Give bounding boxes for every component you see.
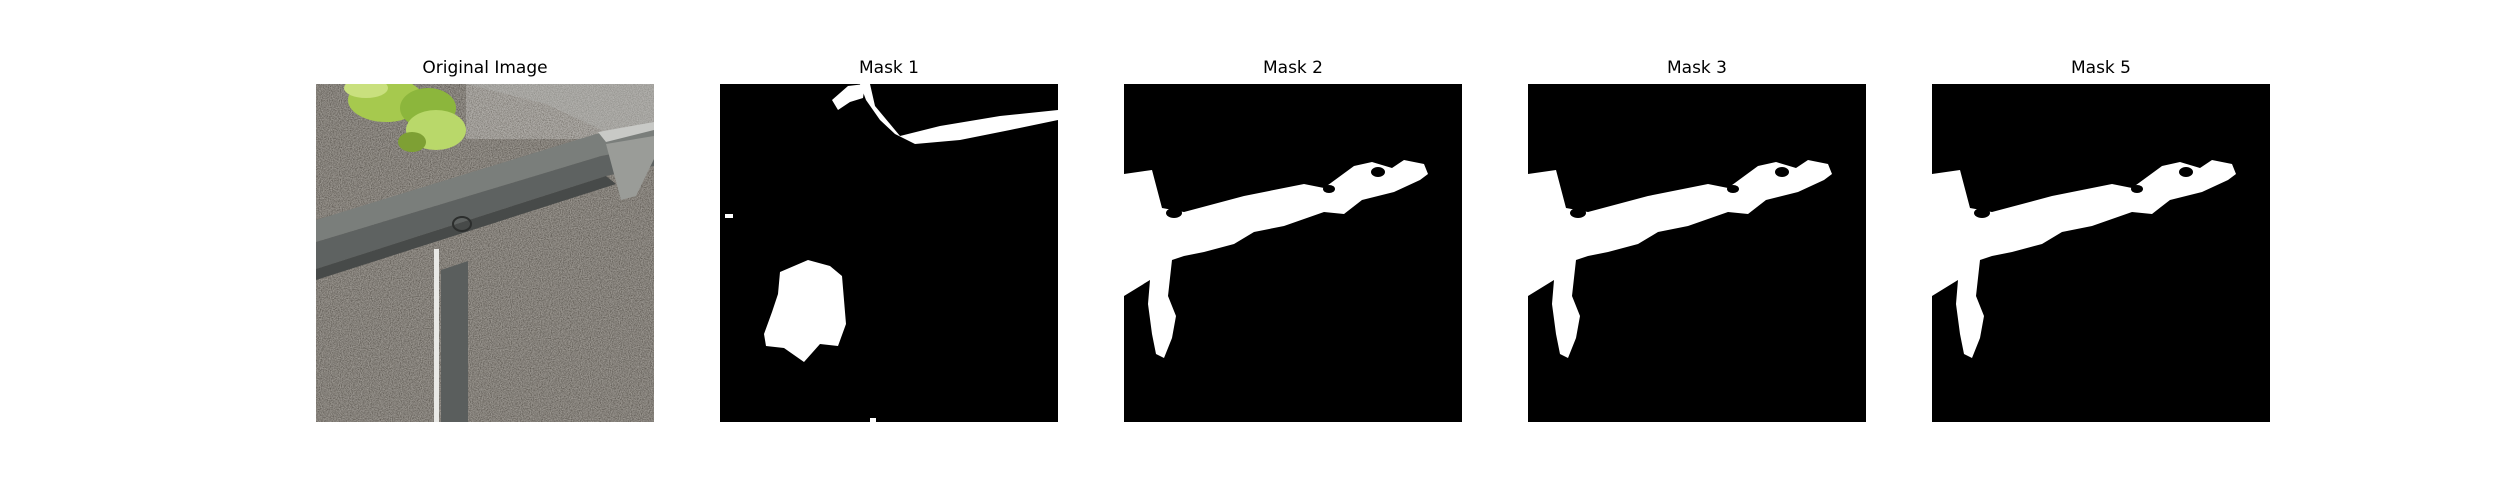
mask-1-image	[720, 84, 1058, 422]
bracket	[606, 136, 654, 200]
rail-bolt	[452, 216, 472, 232]
white-rod	[434, 249, 439, 422]
mask-2-image	[1124, 84, 1462, 422]
panel-title: Mask 1	[858, 58, 919, 78]
mask-5-image	[1932, 84, 2270, 422]
mask-5-rail	[1932, 160, 2236, 358]
rail-top	[316, 124, 654, 242]
post	[441, 261, 468, 422]
panel-title: Mask 5	[2070, 58, 2131, 78]
mask-3-rail	[1528, 160, 1832, 358]
panel-title: Mask 2	[1262, 58, 1323, 78]
rail-side	[316, 146, 654, 269]
plant-leaves	[344, 84, 466, 152]
panel-title: Original Image	[422, 58, 548, 78]
rail-shadow	[316, 176, 616, 280]
mask-3-image	[1528, 84, 1866, 422]
mask-background	[720, 84, 1058, 422]
mask-2-rail	[1124, 160, 1428, 358]
mask-1-regions	[725, 84, 1058, 422]
rail-highlight	[598, 122, 654, 142]
panel-title: Mask 3	[1666, 58, 1727, 78]
concrete-ledge	[466, 84, 654, 139]
original-image	[316, 84, 654, 422]
